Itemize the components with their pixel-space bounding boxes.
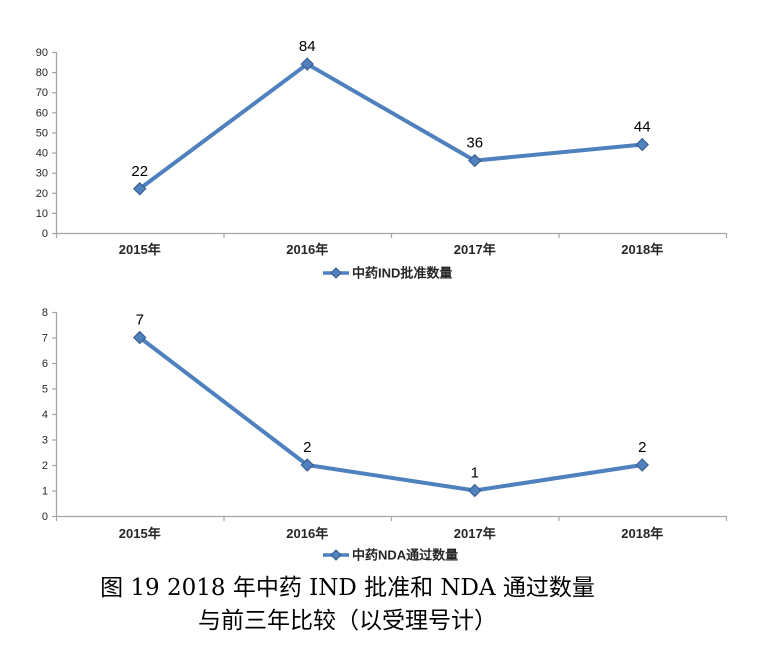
y-tick-label: 3 [42, 435, 48, 447]
y-tick-label: 4 [42, 409, 48, 421]
caption-line1: 图 19 2018 年中药 IND 批准和 NDA 通过数量 [100, 575, 595, 601]
y-tick-label: 10 [36, 208, 48, 220]
data-point-label: 7 [136, 312, 144, 329]
data-point-marker [635, 458, 649, 472]
x-category-label: 2017年 [454, 242, 496, 257]
y-tick-label: 30 [36, 168, 48, 180]
y-tick-label: 40 [36, 148, 48, 160]
x-category-label: 2015年 [119, 242, 161, 257]
y-tick-label: 0 [42, 228, 48, 240]
x-category-label: 2018年 [621, 242, 663, 257]
y-tick-label: 60 [36, 107, 48, 119]
x-category-label: 2015年 [119, 526, 161, 541]
y-tick-label: 50 [36, 127, 48, 139]
y-tick-label: 8 [42, 307, 48, 319]
data-point-marker [468, 483, 482, 498]
x-category-label: 2017年 [454, 526, 496, 541]
x-category-label: 2016年 [286, 526, 328, 541]
y-tick-label: 0 [42, 511, 48, 523]
data-point-label: 84 [299, 38, 316, 55]
nda-approvals-line-chart: 0 1 2 3 4 5 6 7 8 2015年 2016年 2017年 2018年 7 2 1 2 中药NDA通过… [42, 307, 728, 563]
y-tick-label: 6 [42, 358, 48, 370]
data-point-label: 1 [471, 465, 479, 482]
x-category-label: 2018年 [621, 526, 663, 541]
y-tick-label: 5 [42, 384, 48, 396]
data-point-marker [300, 458, 314, 472]
data-point-marker [635, 137, 649, 152]
x-category-label: 2016年 [286, 242, 328, 257]
y-tick-label: 20 [36, 188, 48, 200]
data-point-label: 2 [303, 439, 311, 456]
ind-approvals-line-chart: 0 10 20 30 40 50 60 70 80 90 2015年 2016年 2017年 2018年 2… [36, 38, 728, 281]
series-line [137, 62, 645, 191]
axis-lines [55, 312, 726, 518]
data-point-marker [468, 153, 482, 168]
y-tick-label: 7 [42, 333, 48, 345]
y-tick-label: 2 [42, 460, 48, 472]
series-line [137, 335, 645, 493]
data-point-label: 44 [634, 119, 651, 136]
data-point-marker [133, 182, 147, 196]
data-point-marker [133, 330, 147, 345]
y-tick-label: 80 [36, 67, 48, 79]
y-tick-label: 90 [36, 47, 48, 59]
y-tick-label: 1 [42, 486, 48, 498]
legend-label: 中药NDA通过数量 [352, 548, 458, 563]
legend-label: 中药IND批准数量 [352, 266, 452, 281]
y-tick-label: 70 [36, 87, 48, 99]
legend-marker-icon [330, 549, 342, 561]
legend-marker-icon [330, 267, 342, 279]
figure-caption: 图 19 2018 年中药 IND 批准和 NDA 通过数量 与前三年比较（以受… [0, 572, 728, 638]
caption-line2: 与前三年比较（以受理号计） [198, 608, 497, 634]
data-point-label: 2 [638, 439, 646, 456]
data-point-marker [300, 57, 314, 71]
data-point-label: 36 [466, 135, 483, 152]
axis-lines [55, 52, 726, 235]
data-point-label: 22 [131, 163, 148, 180]
